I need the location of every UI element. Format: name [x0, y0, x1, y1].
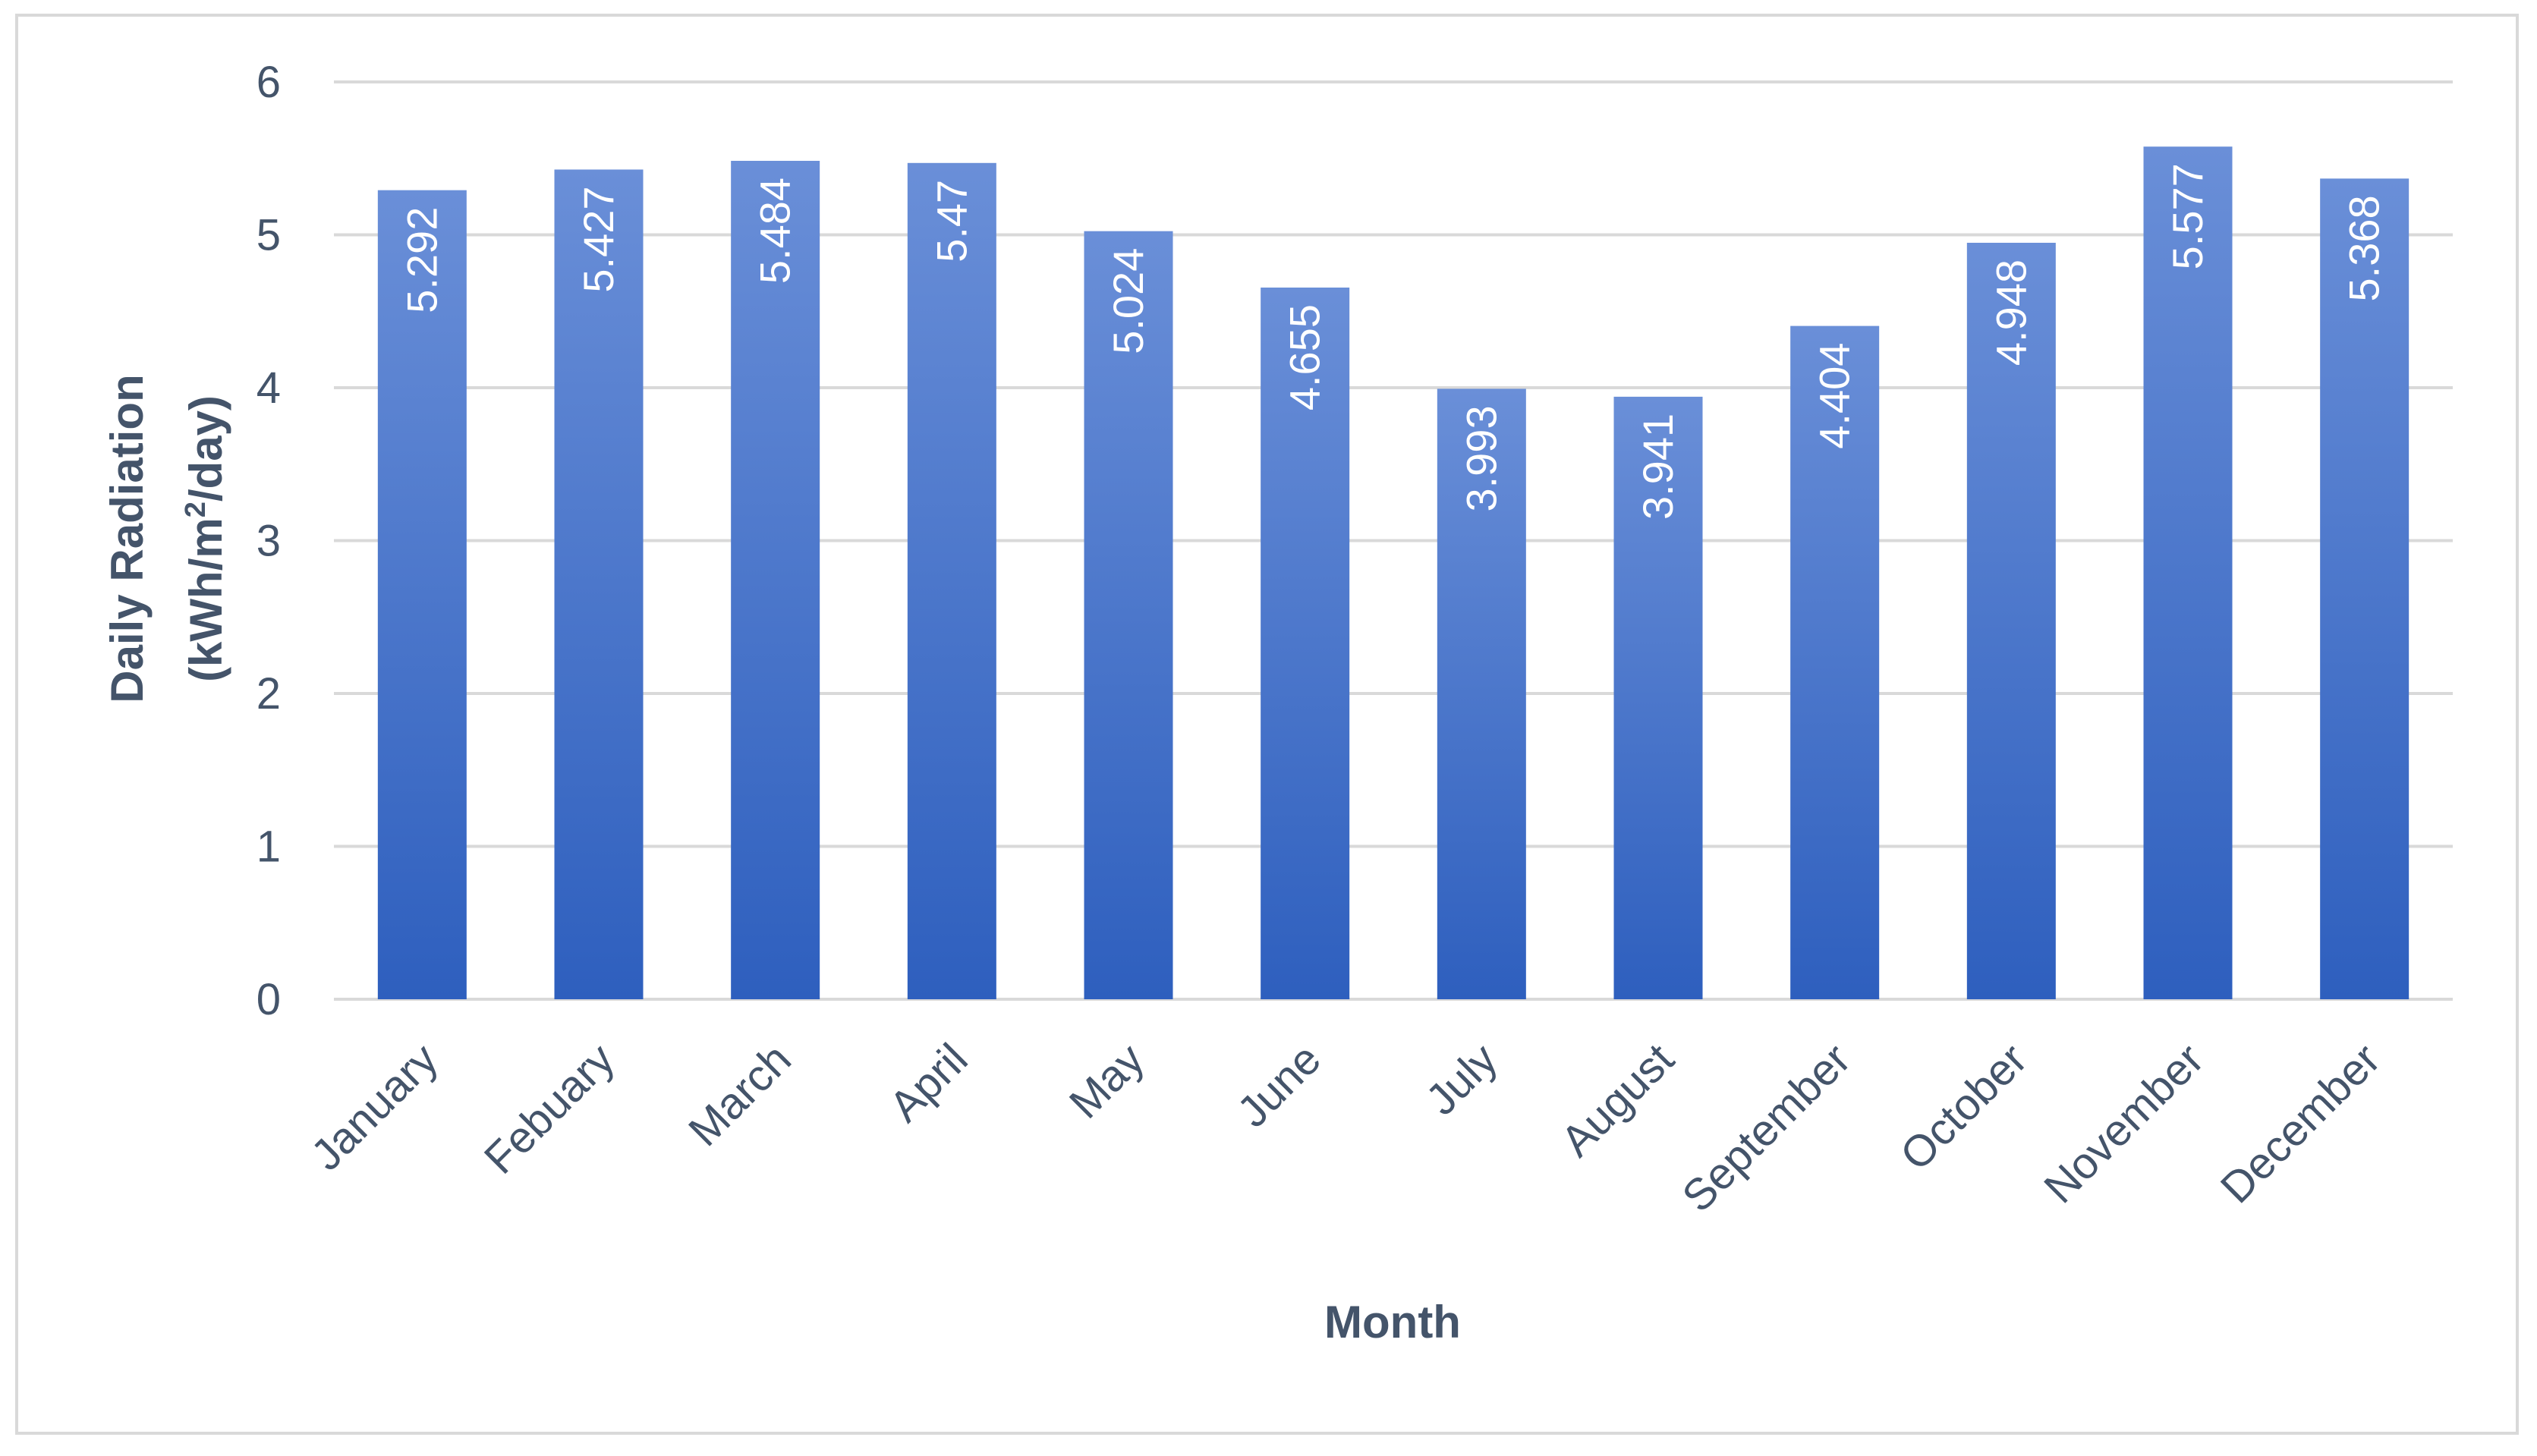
data-label-january: 5.292	[398, 207, 445, 313]
data-label-july: 3.993	[1457, 405, 1505, 511]
x-tick-label-april: April	[880, 1034, 977, 1131]
bar-november	[2143, 146, 2233, 999]
y-axis-title-line1: Daily Radiation	[102, 374, 153, 703]
y-tick-label-6: 6	[257, 58, 281, 107]
bar-febuary	[554, 169, 644, 1000]
data-label-december: 5.368	[2340, 195, 2388, 301]
x-tick-label-may: May	[1060, 1034, 1154, 1127]
x-axis-title: Month	[1324, 1297, 1461, 1348]
data-label-november: 5.577	[2164, 163, 2211, 269]
x-tick-label-november: November	[2035, 1034, 2213, 1212]
data-label-september: 4.404	[1811, 343, 1859, 449]
x-tick-label-febuary: Febuary	[475, 1034, 624, 1183]
x-tick-label-july: July	[1417, 1034, 1507, 1124]
x-tick-label-january: January	[302, 1034, 448, 1180]
y-tick-label-2: 2	[257, 669, 281, 719]
y-tick-label-0: 0	[257, 975, 281, 1024]
bar-october	[1966, 242, 2056, 999]
data-label-october: 4.948	[1987, 259, 2035, 366]
bar-december	[2320, 178, 2410, 999]
bar-july	[1437, 388, 1526, 999]
x-tick-label-december: December	[2211, 1034, 2390, 1212]
y-axis-title-line2: (kWh/m2/day)	[180, 395, 231, 682]
y-tick-label-1: 1	[257, 822, 281, 872]
bar-may	[1084, 231, 1173, 999]
y-tick-label-4: 4	[257, 363, 281, 413]
x-tick-label-august: August	[1552, 1034, 1684, 1166]
data-label-june: 4.655	[1281, 304, 1329, 410]
bar-january	[377, 190, 467, 1000]
x-tick-label-march: March	[679, 1034, 801, 1156]
bar-april	[907, 162, 996, 999]
data-label-febuary: 5.427	[574, 186, 622, 292]
x-tick-label-october: October	[1891, 1034, 2037, 1180]
data-label-august: 3.941	[1634, 414, 1682, 520]
y-tick-label-3: 3	[257, 517, 281, 566]
bar-june	[1261, 288, 1350, 1000]
x-tick-label-september: September	[1673, 1034, 1860, 1222]
data-label-march: 5.484	[751, 178, 799, 284]
bar-august	[1613, 396, 1703, 999]
x-tick-label-june: June	[1228, 1034, 1330, 1137]
y-tick-label-5: 5	[257, 211, 281, 260]
bar-september	[1790, 325, 1880, 999]
bar-march	[731, 160, 820, 999]
data-label-may: 5.024	[1104, 248, 1152, 354]
data-label-april: 5.47	[927, 180, 975, 263]
